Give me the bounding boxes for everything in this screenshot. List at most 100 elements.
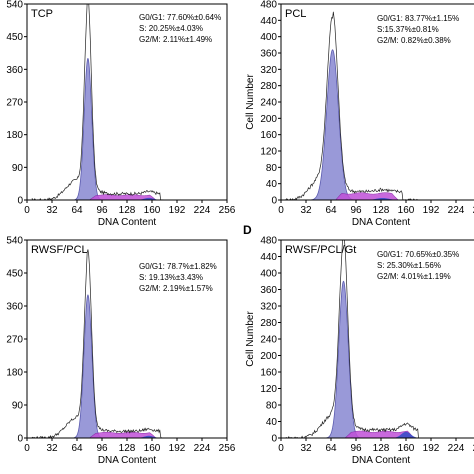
phase-stat: S: 25.30%±1.56% (377, 261, 441, 270)
g2-peak (134, 197, 163, 200)
x-tick-label: 128 (373, 443, 390, 454)
x-tick-label: 224 (194, 205, 211, 216)
panel-title: RWSF/PCL/Gt (285, 244, 356, 256)
x-tick-label: 256 (473, 443, 474, 454)
x-tick-label: 32 (46, 205, 58, 216)
y-tick-label: 270 (6, 98, 23, 109)
phase-stat: G0/G1: 78.7%±1.82% (139, 262, 217, 271)
y-tick-label: 40 (266, 179, 278, 190)
raw-histogram-line (31, 4, 164, 200)
x-tick-label: 96 (350, 205, 362, 216)
y-tick-label: 180 (6, 368, 23, 379)
phase-stat: S: 20.25%±4.03% (139, 24, 203, 33)
x-tick-label: 64 (325, 443, 337, 454)
phase-stat: G2/M: 2.19%±1.57% (139, 284, 213, 293)
y-tick-label: 80 (266, 163, 278, 174)
y-tick-label: 540 (6, 236, 23, 247)
y-tick-label: 280 (260, 81, 277, 92)
x-tick-label: 192 (169, 205, 186, 216)
x-tick-label: 192 (169, 443, 186, 454)
x-axis-label: DNA Content (98, 217, 157, 228)
x-tick-label: 224 (448, 443, 465, 454)
y-tick-label: 360 (260, 49, 277, 60)
x-tick-label: 128 (119, 443, 136, 454)
y-tick-label: 270 (6, 335, 23, 346)
plot-area (285, 240, 422, 438)
x-tick-label: 256 (219, 205, 236, 216)
panel-title: PCL (285, 8, 306, 20)
x-tick-label: 64 (325, 205, 337, 216)
x-tick-label: 192 (423, 205, 440, 216)
y-tick-label: 240 (260, 98, 277, 109)
phase-stat: G0/G1: 83.77%±1.15% (377, 14, 459, 23)
y-tick-label: 200 (260, 114, 277, 125)
y-tick-label: 200 (260, 351, 277, 362)
x-tick-label: 64 (71, 443, 83, 454)
x-tick-label: 96 (96, 205, 108, 216)
y-tick-label: 90 (12, 401, 24, 412)
s-phase (88, 194, 157, 200)
y-tick-label: 450 (6, 269, 23, 280)
phase-stat: G2/M: 2.11%±1.49% (139, 35, 212, 44)
y-tick-label: 160 (260, 368, 277, 379)
x-tick-label: 160 (398, 205, 415, 216)
y-tick-label: 450 (6, 32, 23, 43)
x-tick-label: 224 (194, 443, 211, 454)
chart-panel-2: 0 32 64 96 128 160 192 224 256 0 40 80 120 160 200 240 2… (245, 0, 474, 228)
y-tick-label: 440 (260, 16, 277, 27)
y-tick-label: 360 (6, 302, 23, 313)
x-tick-label: 0 (278, 443, 284, 454)
x-tick-label: 0 (24, 205, 30, 216)
plot-area (31, 4, 164, 200)
x-tick-label: 128 (373, 205, 390, 216)
x-tick-label: 32 (300, 443, 312, 454)
y-tick-label: 120 (260, 147, 277, 158)
raw-histogram-line (285, 240, 422, 438)
phase-stat: S:15.37%±0.81% (377, 25, 439, 34)
phase-stat: G2/M: 0.82%±0.38% (377, 36, 451, 45)
x-tick-label: 64 (71, 205, 83, 216)
y-tick-label: 540 (6, 0, 23, 11)
y-tick-label: 80 (266, 401, 278, 412)
phase-stat: G0/G1: 70.65%±0.35% (377, 250, 459, 259)
plot-area (31, 249, 164, 438)
x-tick-label: 224 (448, 205, 465, 216)
y-tick-label: 280 (260, 318, 277, 329)
phase-stat: S: 19.13%±3.43% (139, 273, 203, 282)
chart-panel-4: 0 32 64 96 128 160 192 224 256 0 40 80 120 160 200 240 2… (243, 223, 474, 466)
y-tick-label: 360 (260, 285, 277, 296)
plot-frame (26, 3, 228, 201)
x-axis-label: DNA Content (98, 455, 157, 466)
y-tick-label: 480 (260, 0, 277, 11)
x-tick-label: 96 (350, 443, 362, 454)
phase-stat: G2/M: 4.01%±1.19% (377, 272, 451, 281)
x-tick-label: 256 (473, 205, 474, 216)
x-tick-label: 32 (300, 205, 312, 216)
x-tick-label: 32 (46, 443, 58, 454)
y-axis-label: Cell Number (245, 311, 256, 367)
x-tick-label: 96 (96, 443, 108, 454)
y-tick-label: 480 (260, 236, 277, 247)
x-tick-label: 160 (144, 205, 161, 216)
y-tick-label: 180 (6, 130, 23, 141)
x-axis-label: DNA Content (352, 217, 411, 228)
g2-peak (363, 197, 402, 200)
y-tick-label: 120 (260, 384, 277, 395)
y-tick-label: 400 (260, 269, 277, 280)
x-tick-label: 160 (144, 443, 161, 454)
x-tick-label: 0 (24, 443, 30, 454)
y-tick-label: 440 (260, 252, 277, 263)
y-tick-label: 160 (260, 130, 277, 141)
panel-title: RWSF/PCL (31, 244, 88, 256)
y-tick-label: 0 (271, 196, 277, 207)
y-tick-label: 320 (260, 65, 277, 76)
y-tick-label: 320 (260, 302, 277, 313)
y-tick-label: 240 (260, 335, 277, 346)
g2-peak (134, 435, 163, 438)
x-axis-label: DNA Content (352, 455, 411, 466)
x-tick-label: 256 (219, 443, 236, 454)
x-tick-label: 192 (423, 443, 440, 454)
s-phase (344, 430, 415, 438)
chart-panel-1: 0 32 64 96 128 160 192 224 256 0 90 180 270 360 450 540… (6, 0, 235, 228)
